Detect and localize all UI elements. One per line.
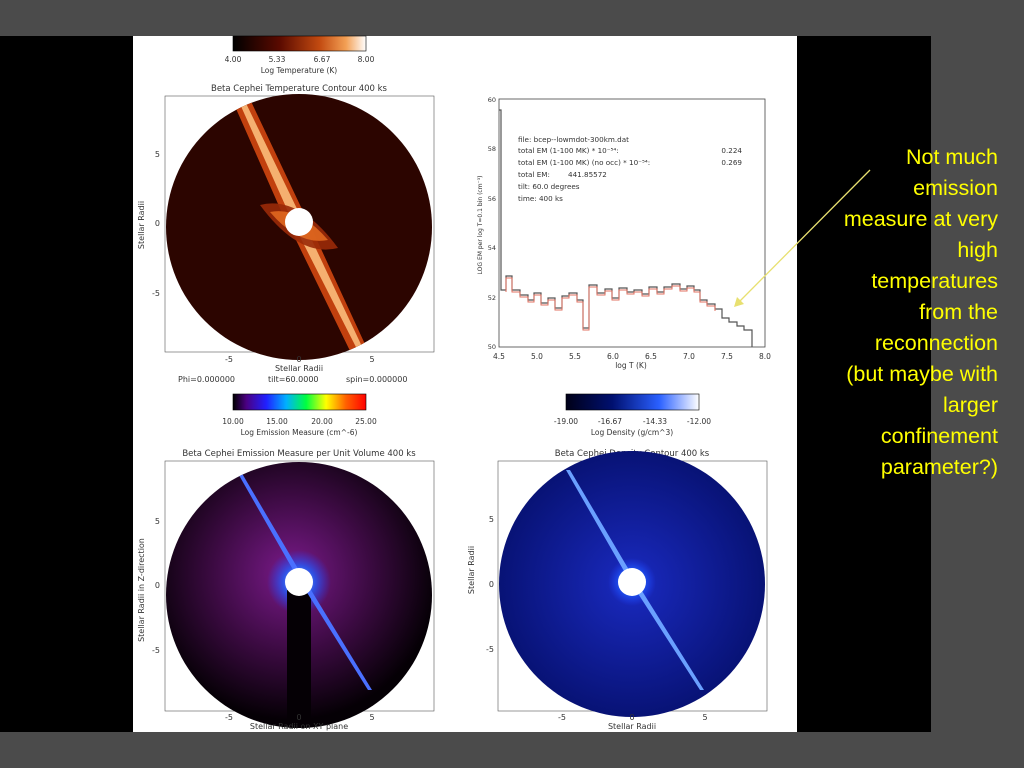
- density-axes: -5 0 5 5 0 -5 Stellar Radii Stellar Radi…: [467, 515, 708, 731]
- colorbar-tick: -12.00: [687, 417, 711, 426]
- param-phi: Phi=0.000000: [178, 375, 235, 384]
- right-black-panel: [797, 36, 931, 732]
- info-line: total EM (1-100 MK) * 10⁻⁵⁴:: [518, 146, 619, 155]
- x-tick: -5: [225, 713, 233, 722]
- x-axis-label: Stellar Radii: [608, 722, 656, 731]
- y-tick: -5: [486, 645, 494, 654]
- y-tick: 5: [155, 517, 160, 526]
- temperature-panel: 4.00 5.33 6.67 8.00 Log Temperature (K) …: [137, 35, 435, 384]
- y-tick: 0: [155, 219, 160, 228]
- density-colorbar: [565, 393, 700, 411]
- y-axis-label: Stellar Radii: [137, 201, 146, 249]
- info-line: total EM:: [518, 170, 550, 179]
- x-tick: 0: [296, 713, 301, 722]
- x-tick: 5: [702, 713, 707, 722]
- y-axis-label: Stellar Radii: [467, 546, 476, 594]
- param-tilt: tilt=60.0000: [268, 375, 319, 384]
- histogram-axes: 4.5 5.0 5.5 6.0 6.5 7.0 7.5 8.0 log T (K…: [477, 96, 771, 370]
- y-tick: 50: [488, 343, 496, 351]
- y-tick: 0: [489, 580, 494, 589]
- colorbar-tick: 8.00: [358, 55, 375, 64]
- x-tick: 8.0: [759, 352, 771, 361]
- param-spin: spin=0.000000: [346, 375, 407, 384]
- emission-colorbar: [232, 393, 367, 411]
- y-tick: 0: [155, 581, 160, 590]
- emission-colorbar-ticks: 10.00 15.00 20.00 25.00: [222, 417, 377, 426]
- star-disk: [285, 568, 313, 596]
- histogram-frame: [498, 98, 766, 348]
- y-tick: 58: [488, 145, 496, 153]
- x-tick: 6.5: [645, 352, 657, 361]
- star-disk: [618, 568, 646, 596]
- x-axis-label: Stellar Radii: [275, 364, 323, 373]
- colorbar-tick: 20.00: [311, 417, 333, 426]
- x-axis-label: log T (K): [615, 361, 647, 370]
- density-colorbar-label: Log Density (g/cm^3): [591, 428, 673, 437]
- x-tick: 4.5: [493, 352, 505, 361]
- info-value: 0.269: [721, 158, 742, 167]
- x-tick: 5: [369, 713, 374, 722]
- info-value: 441.85572: [568, 170, 607, 179]
- x-tick: 0: [629, 713, 634, 722]
- info-line: total EM (1-100 MK) (no occ) * 10⁻⁵⁴:: [518, 158, 650, 167]
- colorbar-tick: 10.00: [222, 417, 244, 426]
- y-axis-label: LOG EM per log T=0.1 bin (cm⁻³): [477, 176, 484, 275]
- info-line: time: 400 ks: [518, 194, 563, 203]
- callout-text: Not much emission measure at very high t…: [843, 145, 998, 479]
- colorbar-tick: 15.00: [266, 417, 288, 426]
- histogram-info-text: file: bcep--lowmdot-300km.dat total EM (…: [518, 135, 742, 203]
- colorbar-tick: -16.67: [598, 417, 622, 426]
- em-histogram-panel: file: bcep--lowmdot-300km.dat total EM (…: [477, 96, 771, 370]
- colorbar-tick: -19.00: [554, 417, 578, 426]
- colorbar-tick: -14.33: [643, 417, 667, 426]
- x-tick: 5.5: [569, 352, 581, 361]
- temperature-colorbar: [232, 35, 367, 52]
- x-axis-label: Stellar Radii on XY plane: [250, 722, 348, 731]
- y-tick: 5: [155, 150, 160, 159]
- y-axis-label: Stellar Radii in Z-direction: [137, 538, 146, 642]
- x-tick: 5: [369, 355, 374, 364]
- emission-panel: 10.00 15.00 20.00 25.00 Log Emission Mea…: [137, 393, 435, 731]
- info-value: 0.224: [721, 146, 742, 155]
- histogram-steps: [499, 109, 753, 347]
- y-tick: 56: [488, 195, 496, 203]
- x-tick: 7.0: [683, 352, 695, 361]
- colorbar-tick: 25.00: [355, 417, 377, 426]
- emission-colorbar-label: Log Emission Measure (cm^-6): [241, 428, 358, 437]
- temperature-colorbar-ticks: 4.00 5.33 6.67 8.00: [225, 55, 375, 64]
- y-tick: -5: [152, 646, 160, 655]
- star-disk: [285, 208, 313, 236]
- colorbar-tick: 4.00: [225, 55, 242, 64]
- x-tick: 5.0: [531, 352, 543, 361]
- left-black-panel: [0, 36, 133, 732]
- x-tick: 6.0: [607, 352, 619, 361]
- density-colorbar-ticks: -19.00 -16.67 -14.33 -12.00: [554, 417, 711, 426]
- y-tick: 5: [489, 515, 494, 524]
- y-tick: 60: [488, 96, 496, 104]
- x-tick: -5: [558, 713, 566, 722]
- y-tick: 54: [488, 244, 496, 252]
- temperature-axes: -5 0 5 5 0 -5 Stellar Radii Stellar Radi…: [137, 150, 407, 384]
- emission-axes: -5 0 5 5 0 -5 Stellar Radii on XY plane …: [137, 517, 375, 731]
- x-tick: -5: [225, 355, 233, 364]
- emission-plot-title: Beta Cephei Emission Measure per Unit Vo…: [182, 449, 416, 459]
- info-line: file: bcep--lowmdot-300km.dat: [518, 135, 629, 144]
- temperature-plot-title: Beta Cephei Temperature Contour 400 ks: [211, 84, 388, 94]
- density-panel: -19.00 -16.67 -14.33 -12.00 Log Density …: [467, 393, 768, 731]
- y-tick: -5: [152, 289, 160, 298]
- colorbar-tick: 5.33: [269, 55, 286, 64]
- x-tick: 0: [296, 355, 301, 364]
- colorbar-tick: 6.67: [314, 55, 331, 64]
- x-tick: 7.5: [721, 352, 733, 361]
- info-line: tilt: 60.0 degrees: [518, 182, 580, 191]
- y-tick: 52: [488, 294, 496, 302]
- callout-arrow: [734, 169, 871, 307]
- temperature-colorbar-label: Log Temperature (K): [261, 66, 338, 75]
